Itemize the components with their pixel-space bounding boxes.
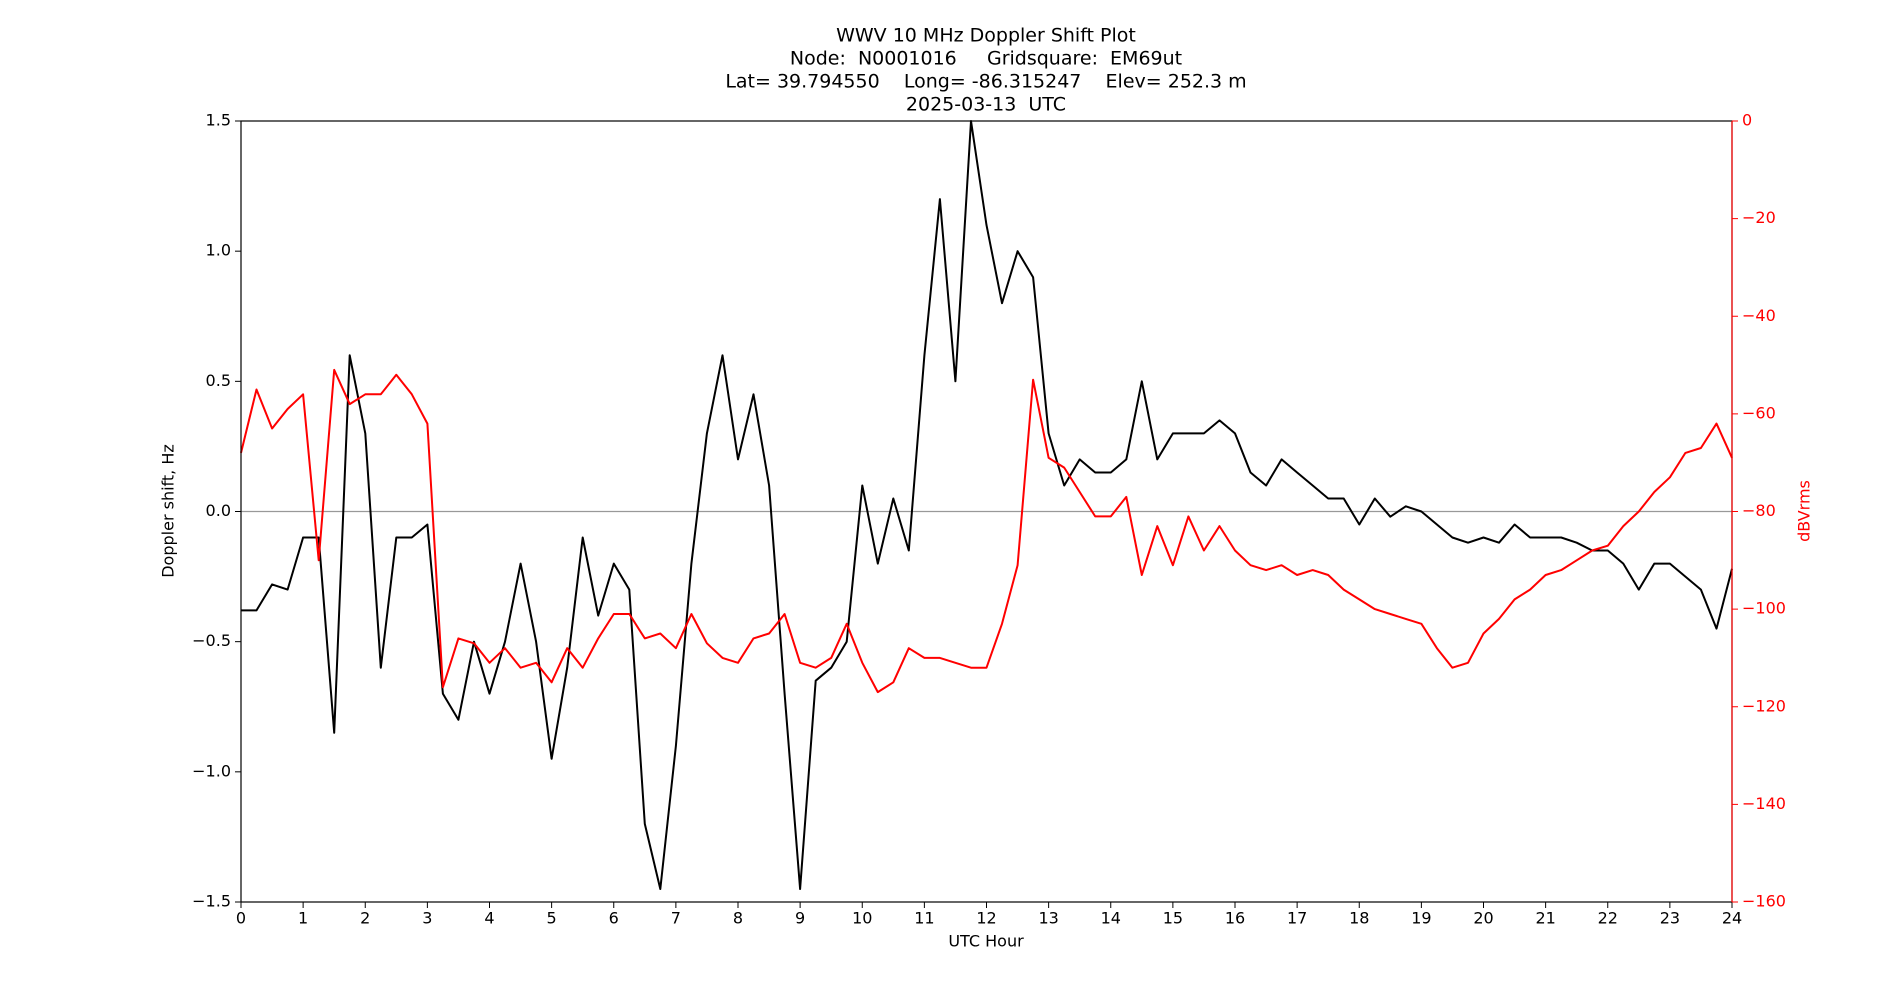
x-tick-label: 0 [236, 909, 246, 928]
x-tick-label: 15 [1163, 909, 1183, 928]
x-tick-label: 1 [298, 909, 308, 928]
y2-tick-label: −40 [1742, 306, 1776, 325]
y2-tick-label: −60 [1742, 403, 1776, 422]
x-tick-label: 22 [1598, 909, 1618, 928]
chart-title: 2025-03-13 UTC [906, 94, 1066, 116]
x-tick-label: 19 [1411, 909, 1431, 928]
x-tick-label: 13 [1038, 909, 1058, 928]
x-tick-label: 8 [733, 909, 743, 928]
x-tick-label: 23 [1660, 909, 1680, 928]
y2-tick-label: −80 [1742, 501, 1776, 520]
y-tick-label: −1.0 [192, 761, 231, 780]
x-tick-label: 2 [360, 909, 370, 928]
x-tick-label: 14 [1101, 909, 1121, 928]
y2-tick-label: −20 [1742, 208, 1776, 227]
chart-title: Lat= 39.794550 Long= -86.315247 Elev= 25… [725, 71, 1246, 93]
y2-axis-label: dBVrms [1795, 480, 1814, 542]
y-tick-label: −0.5 [192, 631, 231, 650]
y2-tick-label: −120 [1742, 696, 1786, 715]
y-tick-label: 1.5 [206, 111, 231, 130]
y-tick-label: 0.5 [206, 371, 231, 390]
y2-tick-label: −100 [1742, 599, 1786, 618]
x-tick-label: 3 [422, 909, 432, 928]
x-tick-label: 9 [795, 909, 805, 928]
x-tick-label: 4 [484, 909, 494, 928]
y-tick-label: −1.5 [192, 892, 231, 911]
x-tick-label: 17 [1287, 909, 1307, 928]
y2-tick-label: 0 [1742, 111, 1752, 130]
x-tick-label: 5 [547, 909, 557, 928]
x-tick-label: 7 [671, 909, 681, 928]
chart-title: WWV 10 MHz Doppler Shift Plot [836, 25, 1136, 47]
x-axis-label: UTC Hour [948, 932, 1024, 951]
y-tick-label: 0.0 [206, 501, 231, 520]
x-tick-label: 11 [914, 909, 934, 928]
y-tick-label: 1.0 [206, 241, 231, 260]
x-tick-label: 21 [1535, 909, 1555, 928]
y2-tick-label: −140 [1742, 794, 1786, 813]
x-tick-label: 20 [1473, 909, 1493, 928]
x-tick-label: 18 [1349, 909, 1369, 928]
x-tick-label: 10 [852, 909, 872, 928]
x-tick-label: 16 [1225, 909, 1245, 928]
x-tick-label: 12 [976, 909, 996, 928]
y2-tick-label: −160 [1742, 892, 1786, 911]
series-line [240, 368, 1733, 694]
chart-title: Node: N0001016 Gridsquare: EM69ut [790, 48, 1182, 70]
x-tick-label: 24 [1722, 909, 1742, 928]
y-axis-label: Doppler shift, Hz [159, 444, 178, 578]
x-tick-label: 6 [609, 909, 619, 928]
series-line [241, 120, 1733, 890]
